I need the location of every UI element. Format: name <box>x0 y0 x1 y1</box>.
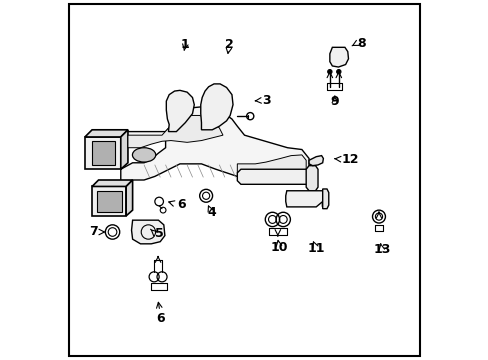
Text: 12: 12 <box>341 153 358 166</box>
Circle shape <box>336 69 340 74</box>
Polygon shape <box>97 191 122 212</box>
Polygon shape <box>92 180 132 186</box>
Polygon shape <box>85 137 121 169</box>
Polygon shape <box>128 116 223 148</box>
Ellipse shape <box>132 148 155 162</box>
Text: 7: 7 <box>88 225 97 238</box>
Text: 6: 6 <box>177 198 185 211</box>
Text: 13: 13 <box>372 243 390 256</box>
Polygon shape <box>131 220 164 244</box>
Polygon shape <box>329 47 348 67</box>
Text: 10: 10 <box>270 241 287 254</box>
Polygon shape <box>92 141 115 165</box>
Polygon shape <box>85 130 128 137</box>
Polygon shape <box>305 166 317 191</box>
Polygon shape <box>121 130 128 169</box>
Text: 6: 6 <box>156 311 165 325</box>
Text: 2: 2 <box>224 38 233 51</box>
Text: 3: 3 <box>261 94 270 107</box>
Polygon shape <box>322 189 328 209</box>
Polygon shape <box>126 180 132 216</box>
Polygon shape <box>166 90 194 132</box>
Polygon shape <box>201 84 233 130</box>
Text: 8: 8 <box>357 36 366 50</box>
Polygon shape <box>237 169 312 184</box>
Text: 11: 11 <box>307 242 325 255</box>
Text: 5: 5 <box>155 226 163 239</box>
Polygon shape <box>308 156 323 166</box>
Polygon shape <box>237 155 305 176</box>
Polygon shape <box>121 107 308 186</box>
Circle shape <box>327 69 331 74</box>
Text: 4: 4 <box>207 207 215 220</box>
Text: 1: 1 <box>181 38 189 51</box>
Polygon shape <box>92 186 126 216</box>
Text: 9: 9 <box>330 95 339 108</box>
Polygon shape <box>285 191 323 207</box>
